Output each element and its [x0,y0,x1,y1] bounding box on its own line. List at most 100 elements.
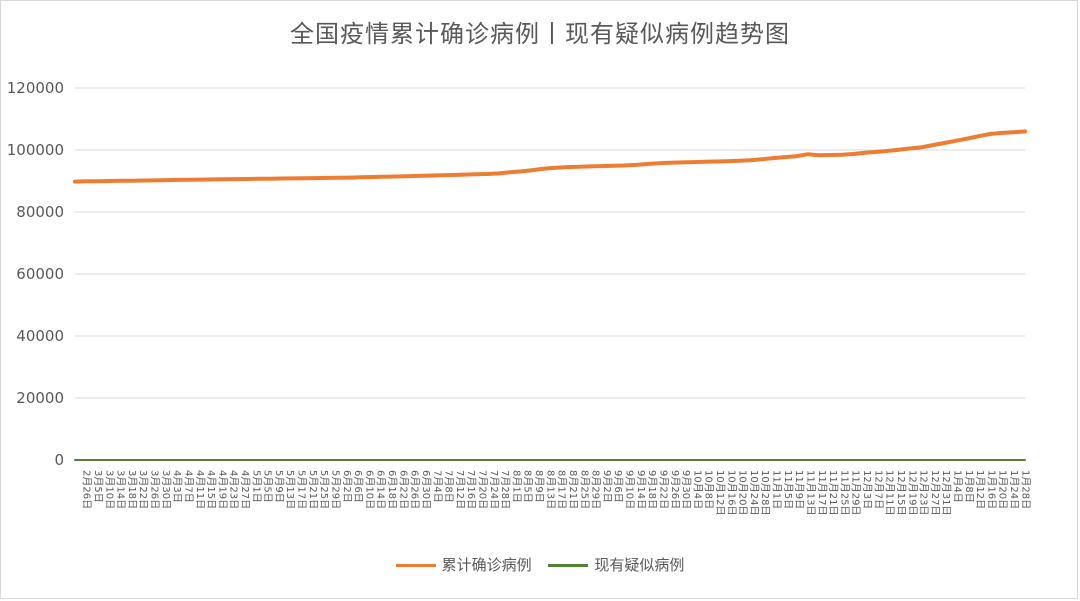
x-tick-label: 5月1日 [250,470,262,503]
x-tick-label: 8月21日 [567,470,579,509]
x-tick-label: 12月7日 [872,470,884,509]
x-tick-label: 11月13日 [804,470,816,515]
gridlines [75,87,1025,461]
x-tick-label: 8月25日 [578,470,590,509]
x-tick-label: 9月26日 [669,470,681,509]
x-tick-label: 6月14日 [375,470,387,509]
x-tick-label: 11月25日 [838,470,850,515]
y-tick-label: 100000 [7,141,64,159]
x-tick-label: 2月26日 [81,470,93,509]
x-tick-label: 6月30日 [420,470,432,509]
x-tick-label: 4月15日 [205,470,217,509]
x-tick-label: 11月21日 [827,470,839,515]
y-tick-label: 20000 [16,389,64,407]
x-tick-label: 5月17日 [296,470,308,509]
x-tick-label: 11月17日 [816,470,828,515]
x-tick-label: 8月5日 [522,470,534,503]
x-tick-label: 12月23日 [918,470,930,515]
x-tick-label: 8月9日 [533,470,545,503]
x-tick-label: 4月7日 [182,470,194,503]
series-lines [73,129,1027,461]
legend-swatch-suspected [548,564,589,567]
x-tick-label: 5月25日 [318,470,330,509]
x-tick-label: 12月19日 [906,470,918,515]
x-tick-label: 5月9日 [273,470,285,503]
x-tick-label: 1月24日 [1008,470,1020,509]
x-tick-label: 6月2日 [341,470,353,503]
x-tick-label: 10月24日 [748,470,760,515]
x-tick-label: 7月16日 [465,470,477,509]
x-tick-label: 8月1日 [510,470,522,503]
x-tick-label: 6月22日 [397,470,409,509]
x-tick-label: 4月27日 [239,470,251,509]
x-tick-label: 3月5日 [92,470,104,503]
x-tick-label: 9月22日 [657,470,669,509]
x-tick-label: 10月16日 [725,470,737,515]
x-tick-label: 12月15日 [895,470,907,515]
legend-label-confirmed: 累计确诊病例 [441,556,532,574]
x-tick-label: 7月24日 [488,470,500,509]
x-tick-label: 10月28日 [759,470,771,515]
x-tick-label: 12月3日 [861,470,873,509]
x-tick-label: 10月8日 [703,470,715,509]
x-tick-label: 10月12日 [714,470,726,515]
y-tick-label: 120000 [7,79,64,97]
legend-label-suspected: 现有疑似病例 [594,556,685,574]
x-tick-label: 4月19日 [216,470,228,509]
x-tick-label: 12月27日 [929,470,941,515]
x-tick-label: 6月18日 [386,470,398,509]
x-tick-label: 9月2日 [601,470,613,503]
x-tick-label: 1月12日 [974,470,986,509]
x-tick-label: 3月22日 [137,470,149,509]
y-tick-label: 80000 [16,203,64,221]
legend-swatch-confirmed [395,564,436,567]
x-tick-label: 4月11日 [194,470,206,509]
y-tick-label: 0 [54,451,64,469]
x-tick-label: 12月31日 [940,470,952,515]
x-tick-label: 1月28日 [1019,470,1031,509]
x-tick-label: 9月14日 [635,470,647,509]
x-tick-label: 5月5日 [262,470,274,503]
x-tick-label: 3月10日 [103,470,115,509]
x-tick-label: 5月21日 [307,470,319,509]
x-tick-label: 9月30日 [680,470,692,509]
x-tick-label: 7月28日 [499,470,511,509]
x-tick-label: 3月18日 [126,470,138,509]
x-tick-label: 8月29日 [590,470,602,509]
x-tick-label: 1月16日 [985,470,997,509]
x-axis-ticks: 2月26日 3月5日 3月10日 3月14日 3月18日 3月22日 3月26日 3月30日 4… [81,470,1032,515]
y-tick-label: 60000 [16,265,64,283]
x-tick-label: 8月17日 [556,470,568,509]
legend-item-confirmed: 累计确诊病例 [395,554,532,575]
chart-title: 全国疫情累计确诊病例丨现有疑似病例趋势图 [290,20,790,48]
x-tick-label: 1月20日 [997,470,1009,509]
legend-item-suspected: 现有疑似病例 [548,554,684,575]
x-tick-label: 7月20日 [476,470,488,509]
x-tick-label: 6月10日 [363,470,375,509]
x-tick-label: 12月11日 [884,470,896,515]
x-tick-label: 4月3日 [171,470,183,503]
x-tick-label: 5月29日 [329,470,341,509]
y-tick-label: 40000 [16,327,64,345]
x-tick-label: 7月12日 [454,470,466,509]
x-tick-label: 7月8日 [443,470,455,503]
x-tick-label: 11月29日 [850,470,862,515]
x-tick-label: 10月20日 [737,470,749,515]
x-tick-label: 3月26日 [149,470,161,509]
x-tick-label: 10月4日 [691,470,703,509]
x-tick-label: 9月10日 [624,470,636,509]
x-tick-label: 9月6日 [612,470,624,503]
x-tick-label: 9月18日 [646,470,658,509]
x-tick-label: 6月26日 [409,470,421,509]
x-tick-label: 1月8日 [963,470,975,503]
y-axis-ticks: 0 20000 40000 60000 80000 100000 120000 [7,79,64,469]
x-tick-label: 7月4日 [431,470,443,503]
x-tick-label: 11月9日 [793,470,805,509]
x-tick-label: 1月4日 [951,470,963,503]
series-line-0 [73,129,1027,184]
x-tick-label: 4月23日 [228,470,240,509]
x-tick-label: 8月13日 [544,470,556,509]
x-tick-label: 3月14日 [115,470,127,509]
legend: 累计确诊病例 现有疑似病例 [0,554,1080,575]
